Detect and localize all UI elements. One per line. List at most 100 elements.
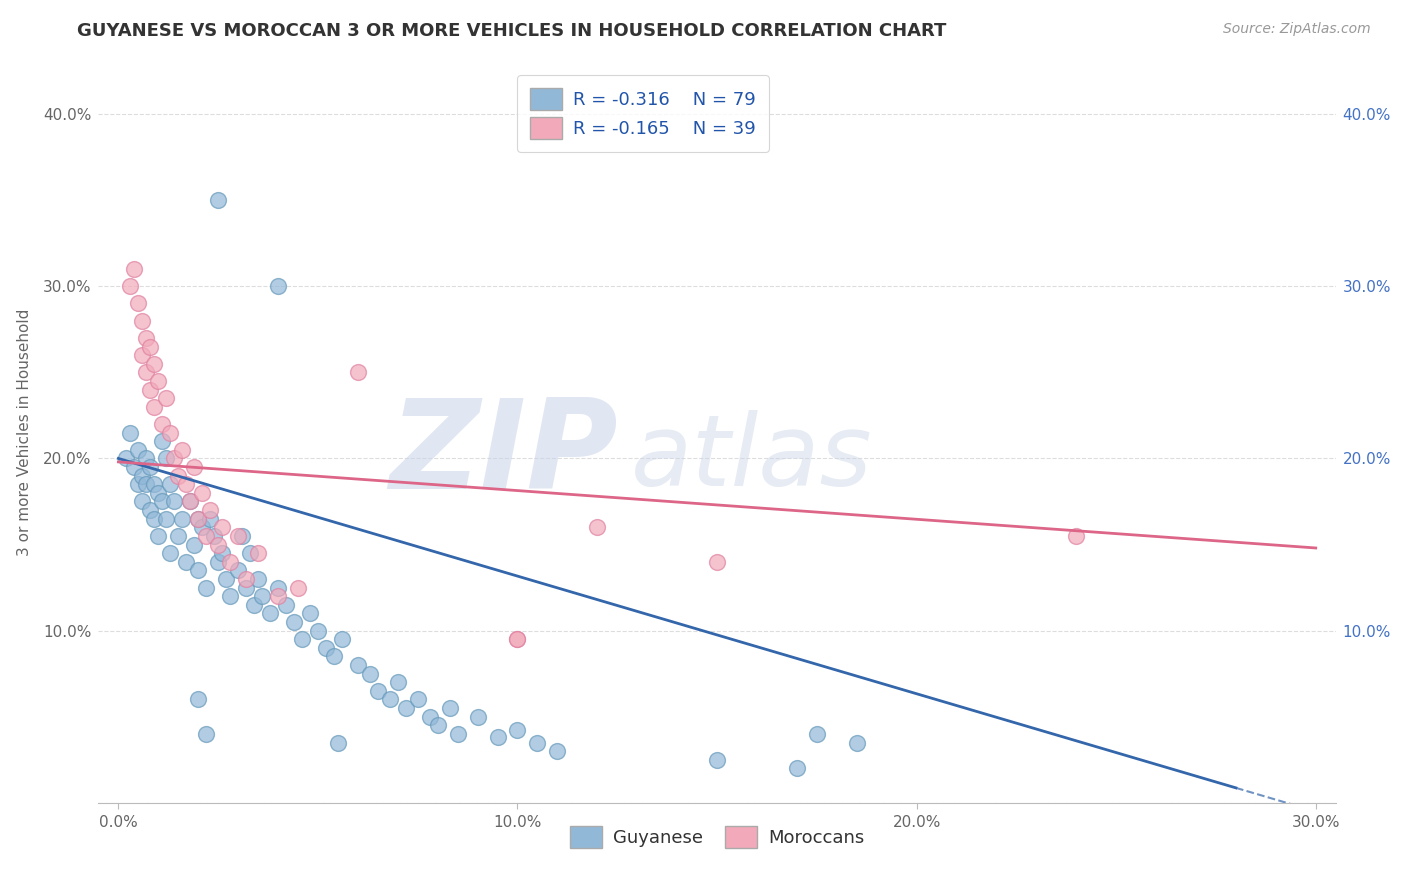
Point <box>506 632 529 647</box>
Point <box>163 494 186 508</box>
Point <box>347 658 370 673</box>
Point <box>174 477 197 491</box>
Point <box>367 684 389 698</box>
Point <box>167 468 190 483</box>
Point <box>1064 529 1087 543</box>
Text: Source: ZipAtlas.com: Source: ZipAtlas.com <box>1223 22 1371 37</box>
Point <box>326 735 349 749</box>
Point <box>163 451 186 466</box>
Point <box>127 442 149 457</box>
Point <box>135 477 157 491</box>
Text: GUYANESE VS MOROCCAN 3 OR MORE VEHICLES IN HOUSEHOLD CORRELATION CHART: GUYANESE VS MOROCCAN 3 OR MORE VEHICLES … <box>77 22 946 40</box>
Point <box>131 468 153 483</box>
Point <box>131 494 153 508</box>
Point <box>127 296 149 310</box>
Point <box>139 339 162 353</box>
Text: ZIP: ZIP <box>389 394 619 516</box>
Point <box>148 374 170 388</box>
Point <box>150 434 173 449</box>
Point <box>215 572 238 586</box>
Point <box>207 193 229 207</box>
Point <box>172 442 194 457</box>
Point <box>219 589 242 603</box>
Point <box>287 581 309 595</box>
Point <box>235 572 257 586</box>
Point <box>195 581 218 595</box>
Legend: Guyanese, Moroccans: Guyanese, Moroccans <box>557 814 877 861</box>
Point <box>274 598 297 612</box>
Point <box>187 692 209 706</box>
Point <box>135 331 157 345</box>
Point <box>139 460 162 475</box>
Point <box>283 615 305 629</box>
Point <box>155 391 177 405</box>
Point <box>226 563 249 577</box>
Point <box>706 555 728 569</box>
Point <box>446 727 468 741</box>
Point <box>131 348 153 362</box>
Point <box>322 649 344 664</box>
Point <box>195 727 218 741</box>
Point <box>187 512 209 526</box>
Point <box>267 589 290 603</box>
Point <box>219 555 242 569</box>
Point <box>187 563 209 577</box>
Point <box>231 529 253 543</box>
Point <box>155 451 177 466</box>
Y-axis label: 3 or more Vehicles in Household: 3 or more Vehicles in Household <box>17 309 32 557</box>
Point <box>183 537 205 551</box>
Point <box>174 555 197 569</box>
Point <box>786 761 808 775</box>
Point <box>330 632 353 647</box>
Point <box>506 723 529 738</box>
Point <box>706 753 728 767</box>
Point <box>378 692 401 706</box>
Point <box>211 520 233 534</box>
Point <box>426 718 449 732</box>
Point <box>150 417 173 431</box>
Point <box>148 486 170 500</box>
Point <box>159 477 181 491</box>
Point <box>148 529 170 543</box>
Point <box>198 503 221 517</box>
Point <box>506 632 529 647</box>
Point <box>207 555 229 569</box>
Point <box>143 477 166 491</box>
Point <box>139 383 162 397</box>
Point <box>226 529 249 543</box>
Point <box>486 731 509 745</box>
Point <box>135 451 157 466</box>
Point <box>155 512 177 526</box>
Point <box>124 262 146 277</box>
Point <box>546 744 568 758</box>
Point <box>143 357 166 371</box>
Point <box>247 572 270 586</box>
Point <box>143 512 166 526</box>
Point <box>191 486 214 500</box>
Point <box>235 581 257 595</box>
Point <box>131 314 153 328</box>
Point <box>239 546 262 560</box>
Point <box>198 512 221 526</box>
Point <box>250 589 273 603</box>
Point <box>159 425 181 440</box>
Point <box>419 709 441 723</box>
Point <box>259 607 281 621</box>
Point <box>127 477 149 491</box>
Point <box>183 460 205 475</box>
Point <box>115 451 138 466</box>
Point <box>120 425 142 440</box>
Point <box>159 546 181 560</box>
Text: atlas: atlas <box>630 410 872 507</box>
Point <box>359 666 381 681</box>
Point <box>387 675 409 690</box>
Point <box>195 529 218 543</box>
Point <box>135 365 157 379</box>
Point <box>150 494 173 508</box>
Point <box>467 709 489 723</box>
Point <box>243 598 266 612</box>
Point <box>395 701 418 715</box>
Point <box>247 546 270 560</box>
Point <box>167 529 190 543</box>
Point <box>806 727 828 741</box>
